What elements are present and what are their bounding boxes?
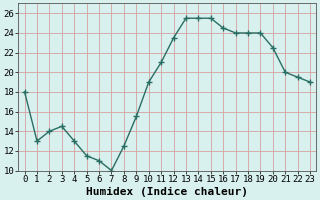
X-axis label: Humidex (Indice chaleur): Humidex (Indice chaleur) [86,186,248,197]
